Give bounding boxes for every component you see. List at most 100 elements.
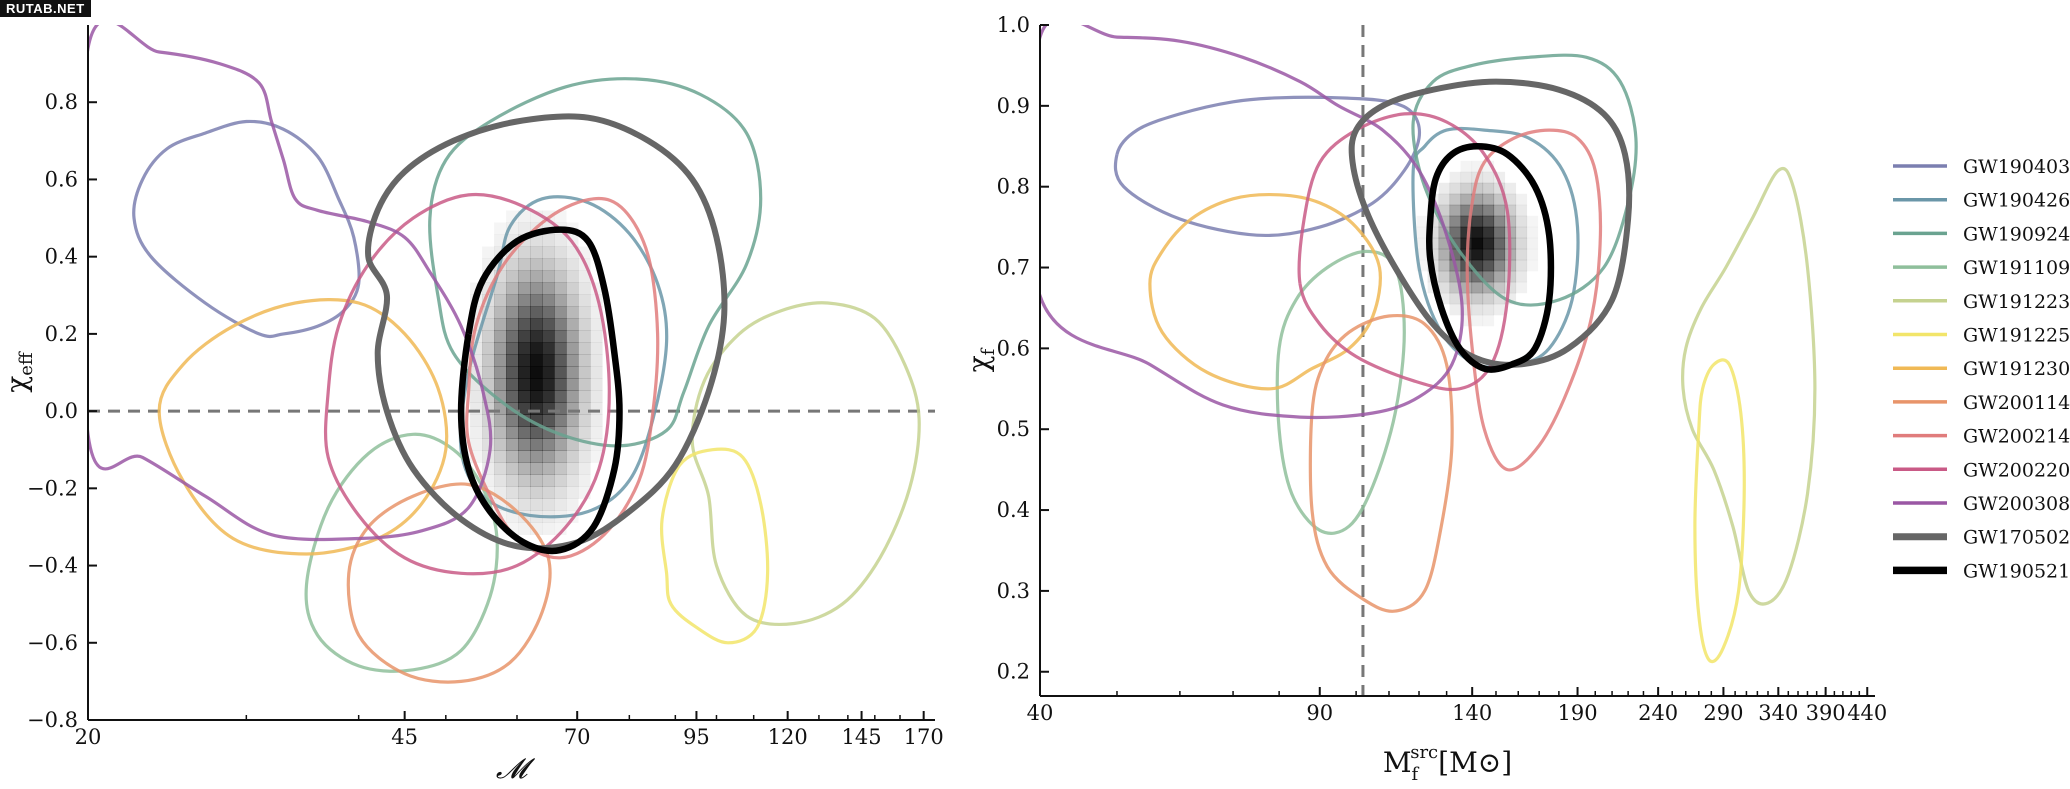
x-tick-label: 190 [1557,701,1597,725]
density-cell [518,282,531,295]
density-cell [1460,292,1473,305]
density-cell [530,402,543,415]
density-cell [1504,292,1517,305]
density-cell [590,354,603,367]
x-tick-label: 70 [564,725,591,749]
contour-gw200220 [323,192,611,576]
density-cell [1449,226,1462,239]
density-cell [506,366,519,379]
density-cell [1438,248,1451,261]
contour-gw191109 [304,432,499,673]
density-cell [578,402,591,415]
density-cell [506,294,519,307]
density-cell [542,306,555,319]
density-cell [1493,270,1506,283]
x-tick-label: 290 [1703,701,1743,725]
density-cell [1438,193,1451,206]
density-cell [1471,215,1484,228]
density-cell [1471,314,1484,327]
density-cell [1482,314,1495,327]
density-cell [1515,226,1528,239]
density-cell [494,426,507,439]
x-tick-label: 240 [1638,701,1678,725]
density-cell [494,450,507,463]
density-cell [482,246,495,259]
density-cell [566,486,579,499]
density-cell [1416,237,1429,250]
density-cell [530,426,543,439]
density-cell [1460,204,1473,217]
density-cell [518,474,531,487]
density-cell [590,330,603,343]
density-cell [494,354,507,367]
density-cell [482,438,495,451]
density-cell [554,294,567,307]
y-tick-label: −0.8 [27,708,78,732]
density-cell [566,462,579,475]
density-cell [554,318,567,331]
x-tick-label: 145 [842,725,882,749]
density-cell [518,498,531,511]
contour-gw190403 [1113,95,1422,238]
density-cell [554,498,567,511]
density-cell [530,330,543,343]
density-cell [506,258,519,271]
density-cell [1482,215,1495,228]
density-cell [590,366,603,379]
density-cell [1471,248,1484,261]
density-cell [1515,270,1528,283]
density-cell [554,246,567,259]
density-cell [1493,281,1506,294]
density-cell [482,354,495,367]
density-cell [518,330,531,343]
density-cell [1438,281,1451,294]
density-cell [1416,259,1429,272]
y-tick-label: 0.2 [997,660,1030,684]
density-cell [566,414,579,427]
density-cell [530,342,543,355]
density-cell [1515,237,1528,250]
contour-gw191225 [1693,358,1746,664]
y-axis-title: χf [962,347,999,372]
density-cell [530,318,543,331]
density-cell [518,258,531,271]
density-cell [1460,182,1473,195]
legend-label: GW190521 [1963,560,2070,582]
density-cell [1515,248,1528,261]
density-cell [590,378,603,391]
contours [88,25,921,684]
density-cell [566,330,579,343]
density-cell [506,270,519,283]
density-cell [1482,270,1495,283]
density-cell [566,498,579,511]
density-cell [518,306,531,319]
density-cell [578,330,591,343]
density-cell [566,438,579,451]
density-cell [590,342,603,355]
density-cell [506,318,519,331]
density-cell [542,414,555,427]
density-cell [554,462,567,475]
density-cell [494,306,507,319]
density-cell [566,354,579,367]
density-cell [1449,270,1462,283]
density-cell [530,462,543,475]
density-cell [542,438,555,451]
density-cell [1493,204,1506,217]
x-tick-label: 90 [1306,701,1333,725]
legend-label: GW170502 [1963,527,2070,549]
x-tick-label: 140 [1452,701,1492,725]
density-cell [1438,237,1451,250]
density-cell [542,378,555,391]
density-cell [590,426,603,439]
density-cell [506,426,519,439]
density-cell [1482,237,1495,250]
density-cell [506,486,519,499]
density-cell [518,246,531,259]
density-cell [1438,292,1451,305]
contour-gw190521 [1426,143,1555,373]
density-cell [518,222,531,235]
density-cell [518,426,531,439]
density-cell [1449,193,1462,206]
y-tick-label: 0.8 [997,175,1030,199]
